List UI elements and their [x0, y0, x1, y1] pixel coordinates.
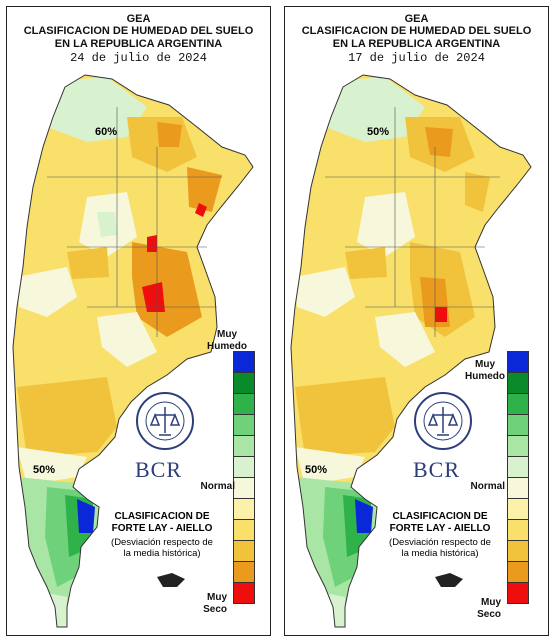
classification-note-line1: (Desviación respecto de [111, 537, 213, 548]
legend-top-label: Muy Humedo [465, 359, 505, 382]
legend-scale [233, 351, 255, 604]
legend-swatch [507, 456, 529, 477]
classification-title-line2: FORTE LAY - AIELLO [389, 523, 491, 534]
bcr-logo: BCR [135, 457, 183, 482]
legend-mid-label: Normal [470, 481, 505, 492]
map-date: 17 de julio de 2024 [348, 51, 485, 65]
legend-bottom-label: Muy Seco [477, 597, 501, 620]
contour-label-50: 50% [367, 126, 389, 138]
legend-swatch [233, 414, 255, 435]
classification-note-line2: la media histórica) [401, 548, 479, 559]
classification-note: (Desviación respecto de la media históri… [93, 537, 231, 559]
legend-swatch [507, 477, 529, 498]
map-date: 24 de julio de 2024 [70, 51, 207, 65]
legend-mid-label: Normal [200, 481, 235, 492]
map-title-line1: CLASIFICACION DE HUMEDAD DEL SUELO [23, 25, 254, 37]
legend-swatch [233, 540, 255, 561]
legend-swatch [233, 435, 255, 456]
legend-swatch [507, 414, 529, 435]
legend-swatch [233, 372, 255, 393]
legend-swatch [507, 561, 529, 582]
map-panel-left: GEA CLASIFICACION DE HUMEDAD DEL SUELO E… [6, 6, 271, 636]
legend-swatch [233, 456, 255, 477]
legend-swatch [507, 393, 529, 414]
legend-swatch [507, 519, 529, 540]
contour-label-50: 50% [305, 464, 327, 476]
map-panel-right: GEA CLASIFICACION DE HUMEDAD DEL SUELO E… [284, 6, 549, 636]
map-title-line2: EN LA REPUBLICA ARGENTINA [54, 38, 223, 50]
legend-swatch [233, 582, 255, 604]
classification-title-line1: CLASIFICACION DE [392, 511, 488, 522]
classification-title: CLASIFICACION DE FORTE LAY - AIELLO [93, 511, 231, 535]
legend-swatch [233, 561, 255, 582]
classification-note-line2: la media histórica) [123, 548, 201, 559]
contour-label-60: 60% [95, 126, 117, 138]
map-title-line2: EN LA REPUBLICA ARGENTINA [332, 38, 501, 50]
legend-swatch [233, 477, 255, 498]
legend-swatch [233, 393, 255, 414]
map-header: GEA CLASIFICACION DE HUMEDAD DEL SUELO E… [7, 7, 270, 66]
argentina-soil-moisture-map: 50% 50% [290, 74, 532, 628]
classification-note: (Desviación respecto de la media históri… [371, 537, 509, 559]
map-title-line1: CLASIFICACION DE HUMEDAD DEL SUELO [301, 25, 532, 37]
legend-top-label: Muy Humedo [207, 329, 247, 352]
legend-swatch [233, 351, 255, 372]
legend-swatch [507, 435, 529, 456]
legend-swatch [507, 540, 529, 561]
legend-swatch [507, 582, 529, 604]
legend-bottom-label: Muy Seco [203, 592, 227, 615]
map-header: GEA CLASIFICACION DE HUMEDAD DEL SUELO E… [285, 7, 548, 66]
org-label: GEA [126, 13, 151, 25]
classification-note-line1: (Desviación respecto de [389, 537, 491, 548]
bcr-seal-icon [414, 392, 472, 450]
org-label: GEA [404, 13, 429, 25]
bcr-seal-icon [136, 392, 194, 450]
legend-swatch [233, 519, 255, 540]
legend-swatch [233, 498, 255, 519]
classification-title-line1: CLASIFICACION DE [114, 511, 210, 522]
argentina-soil-moisture-map: 60% 50% [12, 74, 254, 628]
legend-swatch [507, 498, 529, 519]
legend-scale [507, 351, 529, 604]
classification-title: CLASIFICACION DE FORTE LAY - AIELLO [371, 511, 509, 535]
bcr-logo: BCR [413, 457, 461, 482]
contour-label-50: 50% [33, 464, 55, 476]
legend-swatch [507, 351, 529, 372]
legend-swatch [507, 372, 529, 393]
classification-title-line2: FORTE LAY - AIELLO [111, 523, 213, 534]
